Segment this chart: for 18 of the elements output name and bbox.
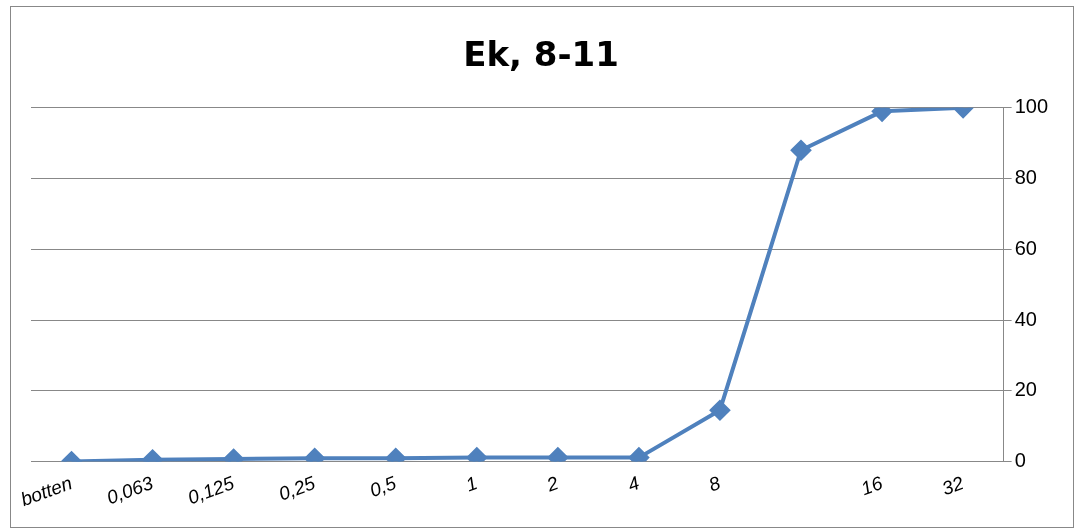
x-tick-label: 2 — [542, 472, 562, 496]
y-tick-label: 40 — [1014, 307, 1037, 330]
x-tick-label: 0,25 — [275, 472, 319, 505]
x-tick-label: 0,063 — [103, 472, 157, 509]
x-tick-label: 0,125 — [184, 472, 238, 509]
y-tick-label: 100 — [1014, 95, 1049, 118]
x-tick-label: 32 — [939, 472, 967, 500]
x-tick-label: 0,5 — [366, 472, 400, 501]
y-tick-label: 20 — [1014, 378, 1037, 401]
x-tick-label: 16 — [858, 472, 886, 500]
x-tick-label: 8 — [706, 472, 724, 496]
x-tick-label: botten — [17, 472, 75, 511]
chart-title: Ek, 8-11 — [463, 34, 619, 75]
x-tick-label: 1 — [462, 472, 480, 496]
y-tick-label: 0 — [1014, 449, 1026, 472]
y-tick-label: 60 — [1014, 236, 1037, 259]
x-tick-label: 4 — [624, 472, 643, 496]
y-tick-label: 80 — [1014, 166, 1037, 189]
